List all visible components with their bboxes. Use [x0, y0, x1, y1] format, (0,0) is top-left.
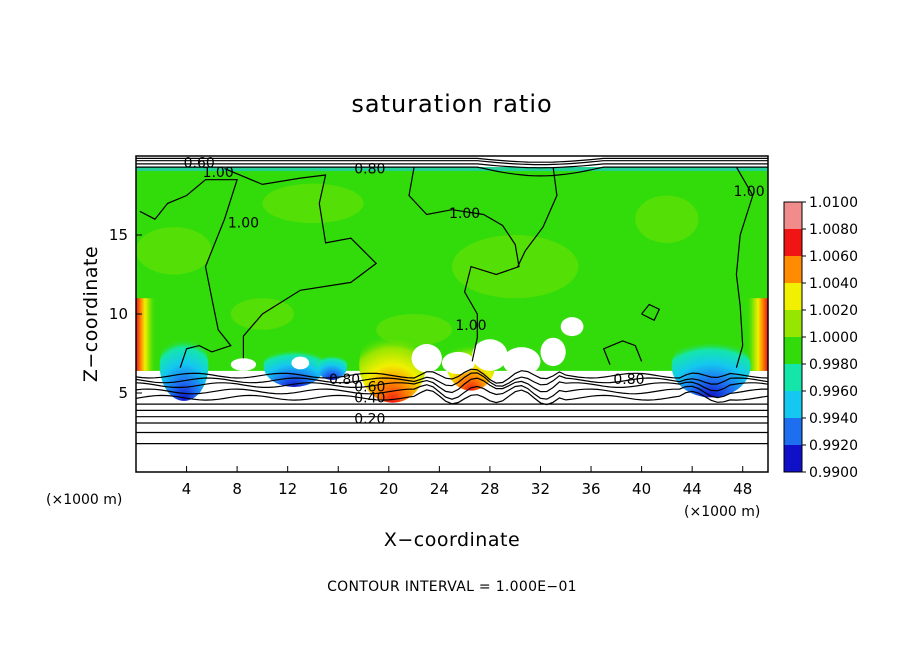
contour-label: 1.00 — [203, 165, 234, 181]
field-patch — [136, 227, 212, 275]
field-patch — [635, 195, 699, 243]
contour-label: 0.80 — [354, 162, 385, 178]
contour-label: 0.20 — [354, 411, 385, 427]
x-unit-label-left: (×1000 m) — [46, 492, 122, 508]
contour-label: 0.40 — [354, 391, 385, 407]
colorbar-cell — [784, 229, 802, 256]
y-axis-label: Z−coordinate — [80, 246, 102, 382]
contour-label: 0.80 — [329, 372, 360, 388]
contour-line-lower — [136, 377, 768, 394]
colorbar-label: 1.0060 — [809, 249, 858, 265]
colorbar-cell — [784, 445, 802, 472]
contour-label: 1.00 — [455, 318, 486, 334]
x-tick-label: 20 — [379, 480, 398, 498]
clear-air-blob — [472, 339, 508, 371]
warm-wall-left — [136, 298, 156, 371]
y-axis: 5 10 15 — [109, 226, 142, 402]
contour-label: 1.00 — [449, 206, 480, 222]
contour-line-upper — [136, 166, 768, 177]
contour-label: 0.60 — [184, 155, 215, 171]
colorbar-cell — [784, 337, 802, 364]
contour-line-upper — [136, 157, 768, 163]
clear-air-blob — [291, 356, 310, 370]
colorbar-cell — [784, 364, 802, 391]
colorbar: 0.9900 0.9920 0.9940 0.9960 0.9980 1.0000 1.00… — [783, 195, 858, 481]
top-strip — [136, 167, 768, 172]
colorbar-cell — [784, 202, 802, 229]
x-tick-label: 24 — [430, 480, 449, 498]
x-unit-label-right: (×1000 m) — [684, 504, 760, 520]
colorbar-label: 0.9940 — [809, 411, 858, 427]
contour-interval-note: CONTOUR INTERVAL = 1.000E−01 — [327, 579, 577, 595]
colorbar-label: 0.9920 — [809, 438, 858, 454]
contour-label: 0.60 — [354, 380, 385, 396]
y-tick-label: 5 — [118, 384, 128, 402]
clear-air-blob — [411, 344, 442, 373]
contour-labels: 0.601.00 0.801.001.001.001.000.800.600.40… — [184, 155, 765, 427]
x-tick-label: 12 — [278, 480, 297, 498]
x-tick-label: 44 — [683, 480, 702, 498]
x-tick-label: 36 — [581, 480, 600, 498]
field-patch — [452, 235, 579, 299]
contour-lines — [136, 157, 768, 445]
colorbar-cell — [784, 283, 802, 310]
clear-air-blob — [560, 317, 584, 337]
cool-spot — [159, 331, 209, 401]
colorbar-label: 1.0000 — [809, 330, 858, 346]
contour-line-lower — [136, 389, 768, 406]
x-tick-label: 40 — [632, 480, 651, 498]
x-tick-label: 48 — [733, 480, 752, 498]
contour-line-1.00 — [735, 166, 754, 368]
colorbar-cell — [784, 418, 802, 445]
contour-line-1.00 — [517, 167, 558, 267]
x-tick-label: 16 — [329, 480, 348, 498]
moist-layer — [136, 167, 768, 371]
x-axis-label: X−coordinate — [384, 529, 520, 551]
x-tick-label: 28 — [480, 480, 499, 498]
saturation-field — [136, 167, 768, 403]
contour-line-1.00 — [641, 303, 661, 322]
colorbar-label: 1.0080 — [809, 222, 858, 238]
contour-line-upper — [136, 163, 768, 169]
plot-area — [136, 156, 768, 472]
clear-air-blob — [230, 358, 257, 371]
warm-wall-right — [746, 298, 768, 371]
colorbar-label: 1.0020 — [809, 303, 858, 319]
chart-title: saturation ratio — [351, 90, 552, 118]
colorbar-cell — [784, 256, 802, 283]
contour-label: 1.00 — [733, 184, 764, 200]
contour-line-1.00 — [602, 340, 643, 365]
x-tick-label: 4 — [182, 480, 192, 498]
contour-line-1.00 — [139, 179, 238, 368]
x-tick-label: 8 — [232, 480, 242, 498]
clear-air-blob — [441, 351, 475, 375]
contour-line-1.00 — [224, 168, 378, 359]
contour-line-lower — [136, 368, 768, 384]
x-axis: 4 8 12 16 20 24 28 32 36 40 44 48 — [182, 466, 752, 498]
clear-air-blob — [502, 347, 541, 376]
y-tick-label: 10 — [109, 305, 128, 323]
colorbar-label: 0.9980 — [809, 357, 858, 373]
colorbar-label: 0.9960 — [809, 384, 858, 400]
y-tick-label: 15 — [109, 226, 128, 244]
colorbar-cell — [784, 310, 802, 337]
colorbar-cell — [784, 391, 802, 418]
contour-line-lower — [136, 384, 768, 400]
contour-line-upper — [136, 160, 768, 166]
colorbar-label: 0.9900 — [809, 465, 858, 481]
colorbar-label: 1.0100 — [809, 195, 858, 211]
clear-air-blob — [540, 337, 566, 367]
x-tick-label: 32 — [531, 480, 550, 498]
contour-label: 1.00 — [228, 215, 259, 231]
contour-line-lower — [136, 372, 768, 387]
colorbar-label: 1.0040 — [809, 276, 858, 292]
field-patch — [262, 183, 364, 224]
contour-label: 0.80 — [613, 372, 644, 388]
contour-line-1.00 — [408, 166, 520, 362]
cool-spot — [316, 352, 348, 381]
